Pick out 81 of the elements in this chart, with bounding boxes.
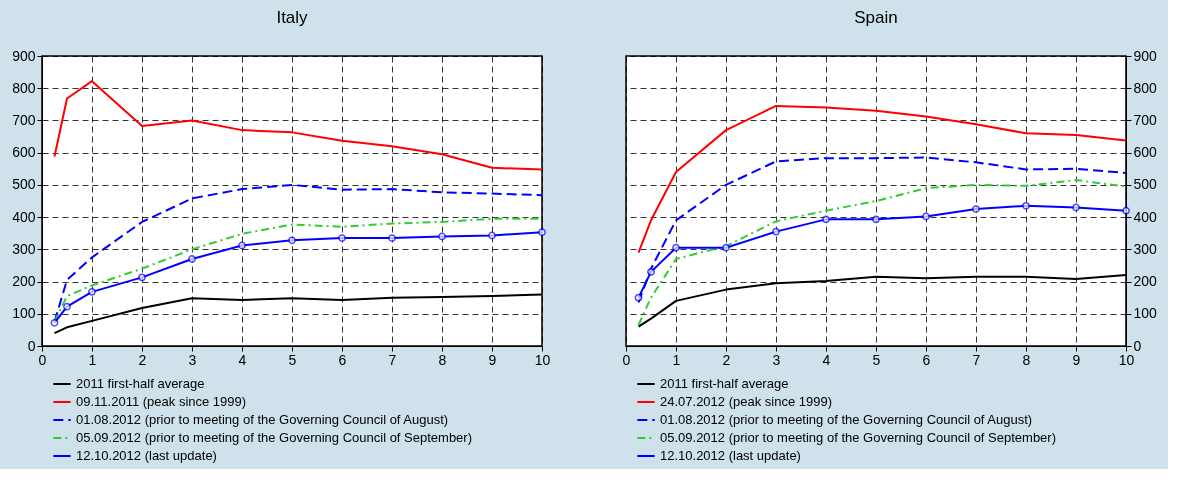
point [647,267,655,276]
y-tick-label: 400 [12,208,36,225]
x-tick-label: 3 [188,351,197,368]
legend-label: 09.11.2011 (peak since 1999) [76,394,247,409]
point [1122,206,1130,215]
point [634,293,643,302]
legend-label: 2011 first-half average [76,376,205,391]
point [88,287,96,296]
y2-tick-label: 500 [1133,176,1158,193]
point [138,273,146,282]
chart-title: Spain [854,8,898,27]
point [488,231,496,240]
line-series [637,179,1126,327]
legend-label: 05.09.2012 (prior to meeting of the Governing Council of September) [76,430,473,445]
y2-tick-label: 400 [1133,208,1158,225]
point [63,302,71,311]
legend-label: 05.09.2012 (prior to meeting of the Governing Council of September) [660,430,1057,445]
x-tick-label: 8 [1022,351,1031,368]
y-tick-label: 800 [12,79,36,96]
y-tick-label: 0 [27,337,36,354]
legend-label: 24.07.2012 (peak since 1999) [660,394,833,409]
point [722,243,730,252]
line-series [53,80,542,171]
point [188,255,196,263]
y2-tick-label: 700 [1133,111,1158,128]
x-tick-label: 5 [872,351,881,368]
x-tick-label: 0 [622,351,631,368]
y-tick-label: 700 [12,111,36,128]
legend-label: 12.10.2012 (last update) [660,448,801,463]
x-tick-label: 10 [1118,351,1135,368]
x-tick-label: 6 [922,351,931,368]
point [238,241,246,250]
x-tick-label: 5 [288,351,297,368]
y2-tick-label: 200 [1133,273,1158,290]
x-tick-label: 7 [972,351,981,368]
y-tick-label: 100 [12,305,36,322]
legend-label: 12.10.2012 (last update) [76,448,217,463]
x-tick-label: 1 [672,351,681,368]
y-tick-label: 300 [12,240,36,257]
y2-tick-label: 800 [1133,79,1158,96]
y2-tick-label: 0 [1133,337,1142,354]
x-tick-label: 10 [534,351,551,368]
point [288,236,296,245]
y2-tick-label: 300 [1133,240,1158,257]
legend-label: 01.08.2012 (prior to meeting of the Governing Council of August) [660,412,1033,427]
y-tick-label: 500 [12,176,36,193]
x-tick-label: 2 [138,351,147,368]
chart-title: Italy [276,8,309,27]
point [772,227,780,236]
line-series [637,104,1126,254]
point [338,234,346,242]
point [50,318,59,327]
y-tick-label: 900 [12,47,36,64]
x-tick-label: 1 [88,351,97,368]
x-tick-label: 4 [822,351,831,368]
point [1022,201,1030,210]
point [538,228,546,237]
point [972,205,980,213]
y2-tick-label: 100 [1133,305,1158,322]
legend-label: 01.08.2012 (prior to meeting of the Governing Council of August) [76,412,449,427]
x-tick-label: 0 [38,351,47,368]
x-tick-label: 2 [722,351,731,368]
x-tick-label: 9 [1072,351,1081,368]
point [822,215,830,224]
x-tick-label: 7 [388,351,397,368]
point [1072,203,1080,212]
x-tick-label: 9 [488,351,497,368]
y-tick-label: 600 [12,144,36,161]
x-tick-label: 8 [438,351,447,368]
x-tick-label: 6 [338,351,347,368]
x-tick-label: 3 [772,351,781,368]
x-tick-label: 4 [238,351,247,368]
y2-tick-label: 600 [1133,144,1158,161]
point [438,232,446,241]
y2-tick-label: 900 [1133,47,1158,64]
point [872,215,880,224]
point [672,243,680,252]
point [388,234,396,242]
y-tick-label: 200 [12,273,36,290]
legend-label: 2011 first-half average [660,376,789,391]
point [922,212,930,221]
